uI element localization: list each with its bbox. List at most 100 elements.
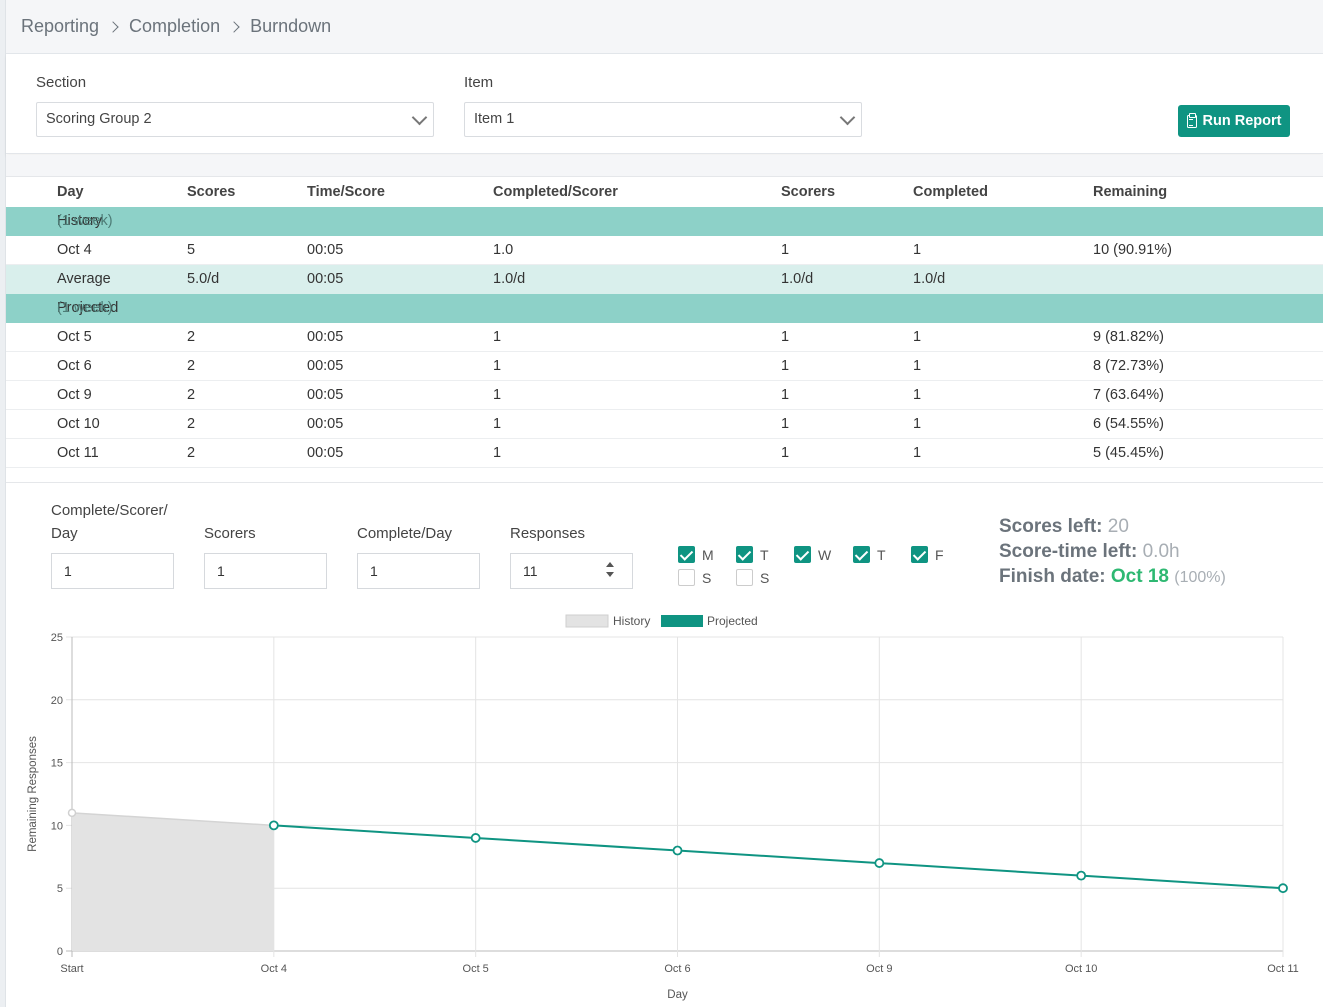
item-select-value: Item 1 (474, 111, 515, 127)
cell-scores: 5.0/d (187, 271, 220, 287)
y-tick-label: 25 (51, 632, 63, 644)
section-label: Section (36, 74, 87, 91)
responses-label: Responses (510, 525, 586, 542)
projected-point (874, 858, 885, 868)
section-select[interactable]: Scoring Group 2 (36, 102, 434, 137)
cell-scorers: 1 (781, 242, 790, 258)
checkbox-checked-icon (678, 546, 695, 563)
breadcrumb-reporting[interactable]: Reporting (21, 16, 100, 36)
finish-date-value: Oct 18 (1110, 566, 1169, 587)
cell-scores: 2 (187, 358, 196, 374)
cell-time-score: 00:05 (307, 416, 344, 432)
cell-completed: 1 (913, 358, 922, 374)
legend-projected-label: Projected (707, 614, 758, 628)
table-row: Oct 11 2 00:05 1 1 1 5 (45.45%) (6, 439, 1323, 468)
score-time-value: 0.0h (1142, 541, 1180, 562)
burndown-table: Day Scores Time/Score Completed/Scorer S… (6, 177, 1323, 468)
item-select[interactable]: Item 1 (464, 102, 862, 137)
header-completed[interactable]: Completed (913, 184, 988, 200)
cell-remaining: 10 (90.91%) (1093, 242, 1172, 258)
header-remaining[interactable]: Remaining (1093, 184, 1168, 200)
day-label: M (702, 546, 714, 563)
cell-remaining: 7 (63.64%) (1093, 387, 1164, 403)
cell-completed-scorer: 1.0 (493, 242, 514, 258)
header-scores[interactable]: Scores (187, 184, 236, 200)
day-checkbox-monday[interactable]: M (678, 546, 714, 563)
breadcrumb-burndown: Burndown (250, 16, 332, 36)
header-day[interactable]: Day (57, 184, 84, 200)
complete-day-label: Complete/Day (357, 525, 453, 542)
legend-history-swatch (565, 614, 609, 628)
x-tick-label: Oct 10 (1065, 963, 1097, 975)
history-group-row: History (1 week) (6, 207, 1323, 236)
checkbox-checked-icon (911, 546, 928, 563)
cell-time-score: 00:05 (307, 242, 344, 258)
history-group-note: (1 week) (57, 213, 113, 229)
cell-time-score: 00:05 (307, 358, 344, 374)
cell-scores: 2 (187, 416, 196, 432)
projected-line (273, 824, 1284, 890)
header-time-score[interactable]: Time/Score (307, 184, 385, 200)
checkbox-checked-icon (736, 546, 753, 563)
x-tick-label: Oct 6 (664, 963, 690, 975)
cell-time-score: 00:05 (307, 271, 344, 287)
projected-group-row: Projected (1 week) (6, 294, 1323, 323)
header-completed-scorer[interactable]: Completed/Scorer (493, 184, 618, 200)
breadcrumb-completion[interactable]: Completion (129, 16, 221, 36)
complete-day-input[interactable] (357, 553, 480, 589)
scorers-input[interactable] (204, 553, 327, 589)
cell-completed: 1 (913, 416, 922, 432)
complete-scorer-day-input[interactable] (51, 553, 174, 589)
header-scorers[interactable]: Scorers (781, 184, 836, 200)
table-row: Oct 9 2 00:05 1 1 1 7 (63.64%) (6, 381, 1323, 410)
cell-completed: 1 (913, 387, 922, 403)
day-checkbox-tuesday[interactable]: T (736, 546, 769, 563)
cell-scorers: 1 (781, 329, 790, 345)
table-header-row: Day Scores Time/Score Completed/Scorer S… (6, 177, 1323, 207)
responses-input[interactable] (510, 553, 633, 589)
chevron-down-icon (411, 109, 428, 126)
scores-left-value: 20 (1107, 516, 1129, 537)
day-checkbox-sunday[interactable]: S (736, 569, 769, 586)
day-checkbox-friday[interactable]: F (911, 546, 944, 563)
cell-completed-scorer: 1 (493, 416, 502, 432)
score-time-line: Score-time left: 0.0h (999, 539, 1226, 564)
day-label: W (818, 546, 832, 563)
y-tick-label: 20 (51, 695, 63, 707)
y-tick-label: 5 (57, 883, 63, 895)
scores-left-line: Scores left: 20 (999, 514, 1226, 539)
cell-time-score: 00:05 (307, 387, 344, 403)
finish-date-line: Finish date: Oct 18 (100%) (999, 564, 1226, 590)
complete-scorer-day-label-line2: Day (51, 525, 78, 542)
projected-point (1076, 870, 1087, 881)
cell-day: Oct 5 (57, 329, 92, 345)
history-point (67, 808, 77, 818)
cell-completed: 1 (913, 445, 922, 461)
cell-scorers: 1 (781, 445, 790, 461)
projected-point (470, 833, 481, 843)
run-report-button[interactable]: Run Report (1178, 105, 1290, 137)
complete-scorer-day-label-line1: Complete/Scorer/ (51, 502, 168, 519)
run-report-label: Run Report (1202, 113, 1282, 129)
day-checkbox-saturday[interactable]: S (678, 569, 711, 586)
stepper-arrows-icon[interactable] (606, 562, 614, 580)
day-checkbox-thursday[interactable]: T (853, 546, 886, 563)
left-edge-rule (0, 0, 6, 1007)
y-tick-label: 0 (57, 946, 63, 958)
finish-date-label: Finish date: (999, 566, 1106, 587)
x-tick-label: Oct 9 (866, 963, 892, 975)
chevron-right-icon (107, 20, 119, 33)
cell-completed: 1.0/d (913, 271, 946, 287)
cell-day: Oct 6 (57, 358, 92, 374)
cell-remaining: 5 (45.45%) (1093, 445, 1164, 461)
x-tick-label: Start (60, 963, 83, 975)
cell-completed-scorer: 1 (493, 358, 502, 374)
item-label: Item (464, 74, 494, 91)
burndown-chart: 0 5 10 15 20 25 Start Oct 4 Oct 5 Oct 6 Oct 9 Oct 1… (27, 614, 1299, 1001)
cell-scores: 2 (187, 387, 196, 403)
day-checkbox-wednesday[interactable]: W (794, 546, 831, 563)
x-axis-title: Day (667, 989, 688, 1001)
cell-remaining: 8 (72.73%) (1093, 358, 1164, 374)
x-tick-label: Oct 4 (261, 963, 287, 975)
breadcrumb: Reporting Completion Burndown (6, 0, 1323, 54)
